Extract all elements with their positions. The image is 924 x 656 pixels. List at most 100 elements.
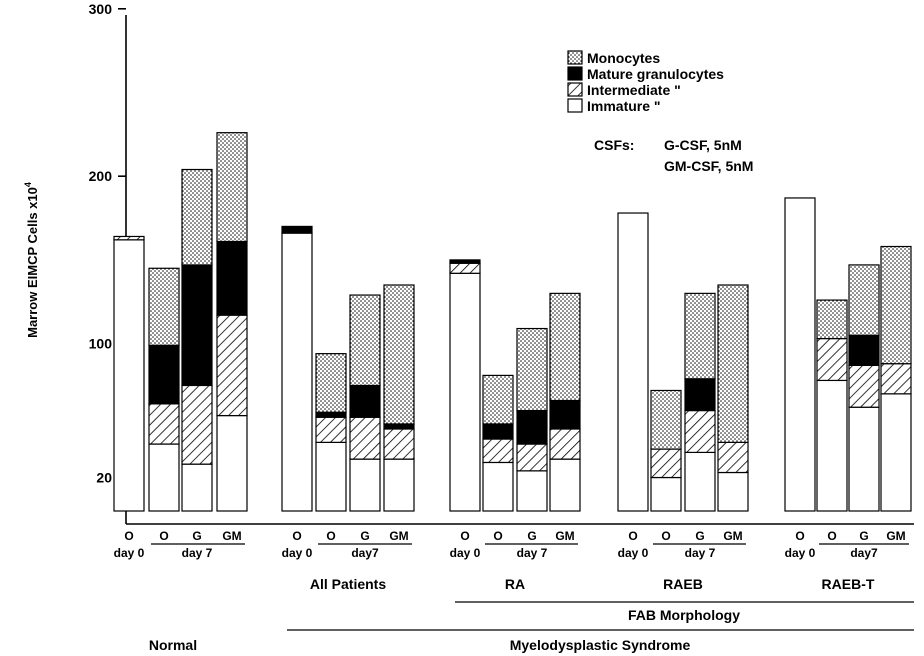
bar-15-segment-1 xyxy=(717,441,749,474)
legend-swatch-2 xyxy=(567,82,583,97)
bar-3-segment-1 xyxy=(216,314,248,417)
bar-14-segment-3 xyxy=(684,292,716,380)
bar-9-segment-3 xyxy=(482,374,514,425)
bar-5-segment-3 xyxy=(315,353,347,413)
bar-code-label-16: O xyxy=(795,529,804,543)
day-label-3: day7 xyxy=(351,546,379,560)
csf-note-line-1: GM-CSF, 5nM xyxy=(664,158,753,174)
bar-code-label-17: O xyxy=(827,529,836,543)
legend-label-2: Intermediate " xyxy=(587,82,681,98)
bar-code-label-14: G xyxy=(695,529,704,543)
bars-layer xyxy=(113,132,912,512)
bar-1-segment-2 xyxy=(148,344,180,405)
bar-code-label-7: GM xyxy=(389,529,408,543)
x-labels-layer: O O G GM O O G GM O O G GM O O G GM O O G GM day 0 day 7 day 0… xyxy=(114,529,914,653)
legend-swatch-1 xyxy=(567,66,583,81)
bar-10-segment-0 xyxy=(516,470,548,512)
bar-code-label-5: O xyxy=(326,529,335,543)
bar-12-segment-0 xyxy=(617,212,649,512)
group-label-0: All Patients xyxy=(310,576,386,592)
bar-14-segment-1 xyxy=(684,409,716,454)
bar-11-segment-0 xyxy=(549,458,581,512)
bar-17-segment-0 xyxy=(816,379,848,512)
bar-19-segment-1 xyxy=(880,363,912,395)
bar-code-label-12: O xyxy=(628,529,637,543)
bar-code-label-11: GM xyxy=(555,529,574,543)
bar-18-segment-3 xyxy=(848,264,880,336)
bar-5-segment-2 xyxy=(315,411,347,418)
legend-label-0: Monocytes xyxy=(587,50,660,66)
bar-7-segment-1 xyxy=(383,428,415,460)
day-label-6: day 0 xyxy=(618,546,649,560)
y-tick-label-3: 300 xyxy=(89,1,113,17)
y-tick-label-1: 100 xyxy=(89,336,113,352)
csf-note-label: CSFs: xyxy=(594,137,634,153)
bar-2-segment-0 xyxy=(181,463,213,512)
bar-code-label-19: GM xyxy=(886,529,905,543)
bar-16-segment-0 xyxy=(784,197,816,512)
day-label-5: day 7 xyxy=(517,546,548,560)
bar-17-segment-1 xyxy=(816,337,848,382)
bar-18-segment-0 xyxy=(848,406,880,512)
bar-11-segment-1 xyxy=(549,428,581,460)
group-label-2: RAEB xyxy=(663,576,703,592)
day-label-7: day 7 xyxy=(685,546,716,560)
bar-code-label-1: O xyxy=(159,529,168,543)
bar-4-segment-2 xyxy=(281,225,313,234)
normal-label: Normal xyxy=(149,637,197,653)
bar-9-segment-1 xyxy=(482,438,514,464)
legend-label-1: Mature granulocytes xyxy=(587,66,724,82)
bar-3-segment-3 xyxy=(216,132,248,243)
bar-11-segment-2 xyxy=(549,399,581,430)
bar-0-segment-0 xyxy=(113,239,145,512)
bar-11-segment-3 xyxy=(549,292,581,402)
y-tick-label-0: 20 xyxy=(96,470,112,486)
bar-17-segment-3 xyxy=(816,299,848,340)
bar-18-segment-1 xyxy=(848,364,880,408)
bar-10-segment-2 xyxy=(516,409,548,445)
bar-19-segment-3 xyxy=(880,245,912,365)
bar-1-segment-3 xyxy=(148,267,180,346)
bar-code-label-0: O xyxy=(124,529,133,543)
bar-7-segment-2 xyxy=(383,423,415,430)
bar-7-segment-3 xyxy=(383,284,415,425)
bar-code-label-6: G xyxy=(360,529,369,543)
y-axis-label: Marrow EIMCP Cells x104 xyxy=(23,182,40,338)
bar-5-segment-0 xyxy=(315,441,347,512)
legend-swatch-0 xyxy=(567,50,583,65)
axis-layer: 20 100 200 300 Marrow EIMCP Cells x104 xyxy=(23,1,914,525)
bar-13-segment-3 xyxy=(650,389,682,450)
bar-14-segment-2 xyxy=(684,378,716,412)
legend-label-3: Immature " xyxy=(587,98,661,114)
bar-code-label-15: GM xyxy=(723,529,742,543)
day-label-8: day 0 xyxy=(785,546,816,560)
bar-7-segment-0 xyxy=(383,458,415,512)
bar-2-segment-2 xyxy=(181,264,213,387)
bar-19-segment-0 xyxy=(880,393,912,512)
bar-6-segment-1 xyxy=(349,416,381,460)
csf-note-line-0: G-CSF, 5nM xyxy=(664,137,742,153)
bar-15-segment-3 xyxy=(717,284,749,443)
day-label-4: day 0 xyxy=(450,546,481,560)
bar-3-segment-0 xyxy=(216,414,248,512)
bar-8-segment-1 xyxy=(449,262,481,274)
bar-9-segment-0 xyxy=(482,461,514,512)
bar-10-segment-1 xyxy=(516,443,548,472)
day-label-9: day7 xyxy=(850,546,878,560)
bar-code-label-4: O xyxy=(292,529,301,543)
bar-code-label-2: G xyxy=(192,529,201,543)
day-label-2: day 0 xyxy=(282,546,313,560)
mds-label: Myelodysplastic Syndrome xyxy=(510,637,691,653)
bar-code-label-8: O xyxy=(460,529,469,543)
group-label-3: RAEB-T xyxy=(822,576,875,592)
bar-13-segment-1 xyxy=(650,448,682,479)
bar-6-segment-0 xyxy=(349,458,381,512)
day-label-1: day 7 xyxy=(182,546,213,560)
bar-code-label-18: G xyxy=(859,529,868,543)
bar-2-segment-1 xyxy=(181,384,213,465)
bar-6-segment-3 xyxy=(349,294,381,387)
bar-code-label-10: G xyxy=(527,529,536,543)
bar-9-segment-2 xyxy=(482,423,514,440)
